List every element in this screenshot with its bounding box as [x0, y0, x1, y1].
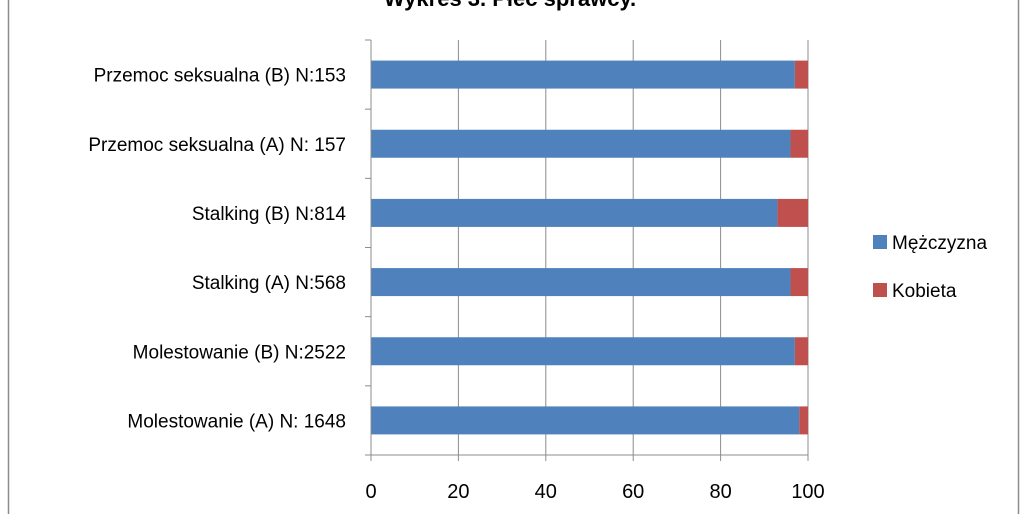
- x-tick-label: 0: [365, 481, 376, 503]
- category-label: Przemoc seksualna (A) N: 157: [88, 135, 346, 156]
- bar-segment: [794, 60, 808, 89]
- legend-label: Kobieta: [892, 281, 957, 302]
- legend-label: Mężczyzna: [892, 233, 987, 254]
- bar-segment: [371, 337, 795, 366]
- category-label: Molestowanie (B) N:2522: [133, 342, 346, 363]
- legend: Mężczyzna Kobieta: [873, 233, 987, 302]
- bar-segment: [790, 129, 808, 158]
- category-label: Molestowanie (A) N: 1648: [127, 411, 346, 432]
- category-label: Stalking (B) N:814: [192, 204, 347, 225]
- gridlines: [457, 40, 809, 455]
- legend-swatch: [873, 283, 887, 297]
- x-tick-label: 40: [535, 481, 557, 503]
- x-tick-label: 60: [622, 481, 644, 503]
- category-labels: Przemoc seksualna (B) N:153 Przemoc seksu…: [88, 66, 346, 433]
- bar-segment: [799, 406, 808, 435]
- category-label: Stalking (A) N:568: [192, 273, 346, 294]
- x-tick-label: 100: [791, 481, 824, 503]
- bar-segment: [794, 337, 808, 366]
- bar-segment: [371, 129, 791, 158]
- bar-segment: [371, 60, 795, 89]
- x-tick-label: 80: [709, 481, 731, 503]
- chart-title: Wykres 3. Płeć sprawcy.: [384, 0, 636, 11]
- bar-segment: [790, 268, 808, 297]
- axes: [365, 39, 809, 461]
- bars: [371, 60, 808, 435]
- bar-segment: [371, 406, 800, 435]
- legend-swatch: [873, 235, 887, 249]
- bar-segment: [777, 198, 808, 227]
- x-tick-label: 20: [447, 481, 469, 503]
- bar-segment: [371, 268, 791, 297]
- category-label: Przemoc seksualna (B) N:153: [94, 66, 346, 87]
- bar-segment: [371, 198, 778, 227]
- tick-labels: 0 20 40 60 80 100: [365, 481, 824, 503]
